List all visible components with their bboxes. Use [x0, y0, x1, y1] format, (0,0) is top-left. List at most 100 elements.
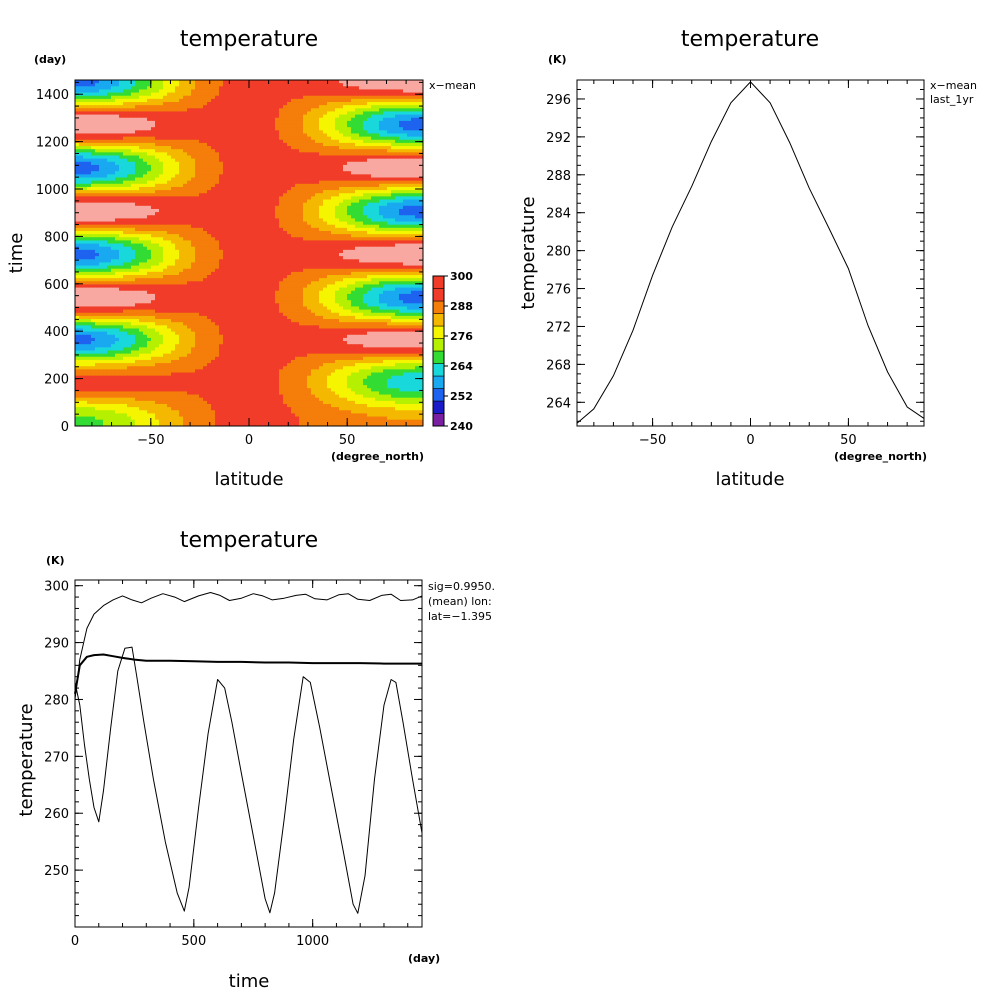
heatmap-cell: [391, 202, 396, 207]
heatmap-cell: [275, 80, 280, 84]
heatmap-cell: [299, 237, 304, 242]
heatmap-cell: [367, 161, 372, 166]
heatmap-cell: [319, 108, 324, 113]
heatmap-cell: [351, 146, 356, 150]
heatmap-cell: [191, 168, 196, 172]
heatmap-cell: [123, 111, 128, 116]
heatmap-cell: [83, 83, 88, 87]
heatmap-cell: [111, 237, 116, 242]
heatmap-cell: [311, 102, 316, 106]
heatmap-cell: [315, 186, 320, 191]
heatmap-cell: [131, 221, 136, 226]
heatmap-cell: [327, 256, 332, 260]
heatmap-cell: [411, 186, 416, 191]
heatmap-cell: [187, 256, 192, 260]
heatmap-cell: [351, 234, 356, 238]
heatmap-cell: [83, 259, 88, 264]
heatmap-cell: [327, 155, 332, 160]
heatmap-cell: [179, 117, 184, 122]
heatmap-cell: [283, 142, 288, 147]
heatmap-cell: [347, 218, 352, 223]
heatmap-cell: [207, 124, 212, 128]
heatmap-cell: [339, 80, 344, 84]
heatmap-cell: [419, 221, 423, 226]
heatmap-cell: [291, 89, 296, 94]
heatmap-cell: [303, 117, 308, 122]
heatmap-cell: [271, 224, 276, 229]
heatmap-cell: [319, 199, 324, 204]
heatmap-cell: [275, 243, 280, 248]
heatmap-cell: [315, 146, 320, 150]
heatmap-cell: [191, 208, 196, 213]
heatmap-cell: [247, 102, 252, 106]
heatmap-cell: [87, 89, 92, 94]
heatmap-cell: [315, 193, 320, 197]
heatmap-cell: [123, 133, 128, 138]
heatmap-cell: [315, 161, 320, 166]
heatmap-cell: [143, 186, 148, 191]
heatmap-cell: [271, 114, 276, 119]
heatmap-cell: [171, 249, 176, 254]
heatmap-cell: [191, 111, 196, 116]
heatmap-cell: [295, 152, 300, 157]
heatmap-cell: [383, 227, 388, 232]
heatmap-cell: [135, 127, 140, 131]
heatmap-cell: [363, 253, 368, 257]
heatmap-cell: [95, 168, 100, 172]
heatmap-cell: [339, 218, 344, 223]
heatmap-cell: [371, 256, 376, 260]
heatmap-cell: [119, 117, 124, 122]
heatmap-cell: [163, 256, 168, 260]
heatmap-cell: [195, 146, 200, 150]
heatmap-cell: [175, 259, 180, 264]
heatmap-cell: [387, 158, 392, 163]
heatmap-cell: [175, 190, 180, 194]
heatmap-cell: [343, 171, 348, 175]
heatmap-cell: [95, 253, 100, 257]
heatmap-cell: [107, 127, 112, 131]
heatmap-cell: [83, 240, 88, 245]
heatmap-cell: [251, 177, 256, 182]
heatmap-cell: [135, 256, 140, 260]
heatmap-cell: [155, 171, 160, 175]
heatmap-cell: [255, 86, 260, 91]
heatmap-cell: [367, 136, 372, 141]
heatmap-cell: [319, 212, 324, 216]
heatmap-cell: [235, 86, 240, 91]
heatmap-cell: [135, 95, 140, 100]
heatmap-cell: [311, 186, 316, 191]
heatmap-cell: [275, 95, 280, 100]
heatmap-cell: [243, 142, 248, 147]
heatmap-cell: [99, 183, 104, 188]
heatmap-cell: [127, 98, 132, 103]
heatmap-cell: [91, 218, 96, 223]
heatmap-cell: [99, 202, 104, 207]
heatmap-cell: [187, 224, 192, 229]
heatmap-cell: [83, 161, 88, 166]
heatmap-cell: [347, 234, 352, 238]
heatmap-cell: [219, 117, 224, 122]
heatmap-cell: [331, 108, 336, 113]
heatmap-cell: [395, 221, 400, 226]
heatmap-cell: [391, 89, 396, 94]
heatmap-cell: [163, 174, 168, 179]
heatmap-cell: [315, 120, 320, 125]
heatmap-cell: [91, 120, 96, 125]
heatmap-cell: [107, 108, 112, 113]
heatmap-cell: [387, 171, 392, 175]
heatmap-cell: [379, 246, 384, 251]
heatmap-cell: [339, 196, 344, 201]
heatmap-cell: [367, 105, 372, 109]
heatmap-cell: [383, 205, 388, 210]
heatmap-cell: [287, 168, 292, 172]
heatmap-cell: [307, 95, 312, 100]
heatmap-cell: [327, 130, 332, 135]
heatmap-cell: [355, 142, 360, 147]
heatmap-cell: [151, 183, 156, 188]
heatmap-cell: [143, 208, 148, 213]
heatmap-cell: [187, 218, 192, 223]
heatmap-cell: [83, 177, 88, 182]
heatmap-cell: [127, 105, 132, 109]
heatmap-cell: [395, 234, 400, 238]
